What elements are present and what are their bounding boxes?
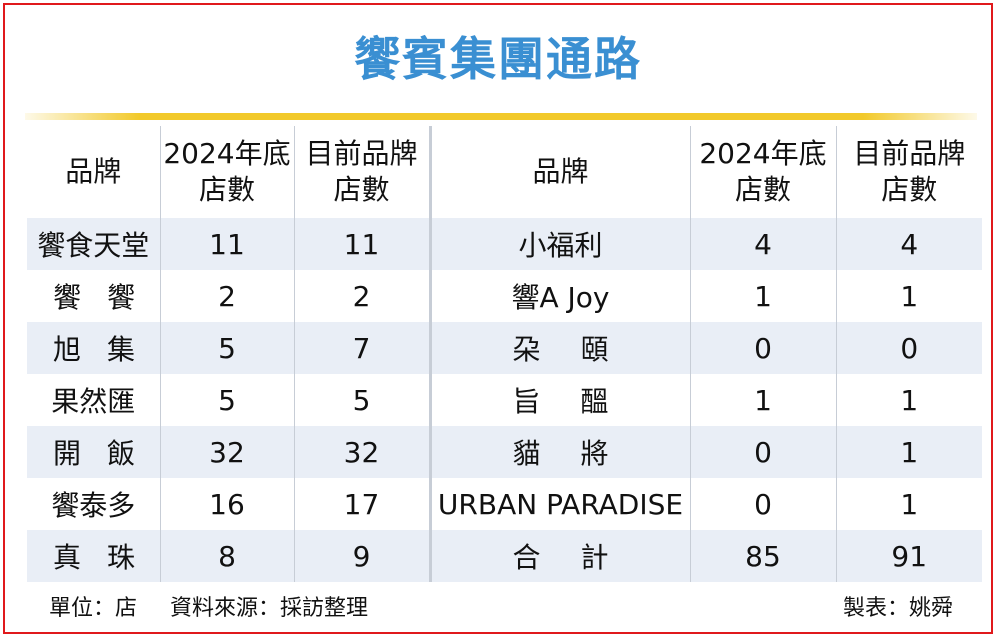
current-cell: 1 (836, 374, 982, 426)
end2024-cell: 16 (160, 478, 295, 530)
brand-cell: 饗饗 (27, 270, 161, 322)
brand-cell: 旭集 (27, 322, 161, 374)
header-brand-right: 品牌 (430, 126, 691, 218)
current-cell: 1 (836, 270, 982, 322)
footer-notes: 單位：店 資料來源：採訪整理 (49, 590, 394, 622)
end2024-cell: 5 (160, 374, 295, 426)
table-row: 果然匯 5 5 旨醞 1 1 (27, 374, 982, 426)
current-cell: 4 (836, 218, 982, 270)
brand-cell: 果然匯 (27, 374, 161, 426)
end2024-cell: 2 (160, 270, 295, 322)
total-end2024-cell: 85 (690, 530, 837, 582)
title-divider (25, 113, 977, 120)
table-row: 饗食天堂 11 11 小福利 4 4 (27, 218, 982, 270)
current-cell: 11 (294, 218, 432, 270)
brand-cell: 饗泰多 (27, 478, 161, 530)
brand-cell: 饗食天堂 (27, 218, 161, 270)
table-row: 饗泰多 16 17 URBAN PARADISE 0 1 (27, 478, 982, 530)
source-note: 資料來源：採訪整理 (170, 596, 369, 621)
table-row: 真珠 8 9 合計 85 91 (27, 530, 982, 582)
header-current-right: 目前品牌 店數 (836, 126, 982, 218)
header-current-left: 目前品牌 店數 (294, 126, 432, 218)
current-cell: 7 (294, 322, 432, 374)
brand-cell: 小福利 (430, 218, 691, 270)
end2024-cell: 32 (160, 426, 295, 478)
end2024-cell: 1 (690, 374, 837, 426)
end2024-cell: 0 (690, 322, 837, 374)
current-cell: 1 (836, 426, 982, 478)
brand-cell: 真珠 (27, 530, 161, 582)
chart-frame: 饗賓集團通路 品牌 2024年底 店數 目前品牌 店數 品牌 2024年底 店數 目前… (3, 3, 993, 634)
end2024-cell: 1 (690, 270, 837, 322)
brand-cell: 響A Joy (430, 270, 691, 322)
current-cell: 32 (294, 426, 432, 478)
table-row: 開飯 32 32 貓將 0 1 (27, 426, 982, 478)
brand-cell: URBAN PARADISE (430, 478, 691, 530)
header-end2024-right: 2024年底 店數 (690, 126, 837, 218)
unit-note: 單位：店 (49, 596, 138, 621)
brand-cell: 旨醞 (430, 374, 691, 426)
end2024-cell: 4 (690, 218, 837, 270)
end2024-cell: 5 (160, 322, 295, 374)
store-count-table: 品牌 2024年底 店數 目前品牌 店數 品牌 2024年底 店數 目前品牌 店數 饗食… (27, 126, 982, 582)
current-cell: 17 (294, 478, 432, 530)
current-cell: 1 (836, 478, 982, 530)
table-row: 旭集 5 7 朶頤 0 0 (27, 322, 982, 374)
end2024-cell: 8 (160, 530, 295, 582)
current-cell: 0 (836, 322, 982, 374)
brand-cell: 貓將 (430, 426, 691, 478)
brand-cell: 朶頤 (430, 322, 691, 374)
end2024-cell: 0 (690, 426, 837, 478)
end2024-cell: 0 (690, 478, 837, 530)
total-current-cell: 91 (836, 530, 982, 582)
credit-note: 製表：姚舜 (842, 596, 953, 621)
total-label-cell: 合計 (430, 530, 691, 582)
header-end2024-left: 2024年底 店數 (160, 126, 295, 218)
end2024-cell: 11 (160, 218, 295, 270)
current-cell: 2 (294, 270, 432, 322)
chart-title: 饗賓集團通路 (354, 32, 642, 86)
brand-cell: 開飯 (27, 426, 161, 478)
header-row: 品牌 2024年底 店數 目前品牌 店數 品牌 2024年底 店數 目前品牌 店數 (27, 126, 982, 218)
current-cell: 9 (294, 530, 432, 582)
header-brand-left: 品牌 (27, 126, 161, 218)
table-row: 饗饗 2 2 響A Joy 1 1 (27, 270, 982, 322)
current-cell: 5 (294, 374, 432, 426)
